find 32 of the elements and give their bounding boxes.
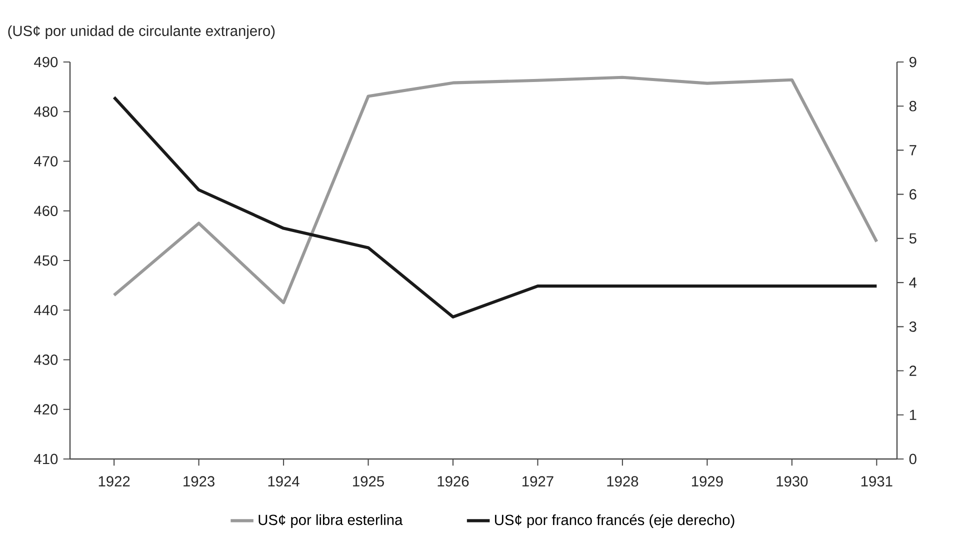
y-tick-label: 460 <box>34 206 58 216</box>
y2-tick-label: 0 <box>909 454 916 464</box>
y-tick-label: 420 <box>34 404 58 415</box>
x-tick-label: 1922 <box>98 476 130 487</box>
y-tick-label: 410 <box>34 454 58 464</box>
y-tick-label: 470 <box>34 156 58 166</box>
x-tick-label: 1924 <box>268 476 300 487</box>
y-tick-label: 490 <box>34 56 58 68</box>
y2-tick-label: 8 <box>909 100 916 112</box>
legend-label: US¢ por libra esterlina <box>258 514 403 528</box>
x-tick-label: 1923 <box>184 476 214 487</box>
y2-tick-label: 9 <box>910 56 916 68</box>
y2-tick-label: 5 <box>909 233 916 244</box>
y-tick-label: 430 <box>34 354 58 365</box>
x-tick-label: 1930 <box>776 476 808 487</box>
x-tick-label: 1926 <box>438 476 469 487</box>
x-tick-label: 1925 <box>353 476 384 487</box>
y-tick-label: 450 <box>34 255 58 266</box>
x-tick-label: 1931 <box>861 476 892 487</box>
y-tick-label: 440 <box>34 304 58 316</box>
y-axis-title: (US¢ por unidad de circulante extranjero) <box>8 25 275 39</box>
y2-tick-label: 7 <box>910 145 916 156</box>
y2-tick-label: 2 <box>910 366 916 376</box>
legend-label: US¢ por franco francés (eje derecho) <box>495 514 734 528</box>
y-tick-label: 480 <box>34 106 58 117</box>
x-tick-label: 1927 <box>522 476 554 487</box>
x-tick-label: 1928 <box>607 476 638 487</box>
y2-tick-label: 6 <box>910 189 916 200</box>
y2-tick-label: 1 <box>910 410 916 420</box>
y2-tick-label: 4 <box>909 278 917 288</box>
y2-tick-label: 3 <box>909 321 916 332</box>
x-tick-label: 1929 <box>692 476 723 487</box>
